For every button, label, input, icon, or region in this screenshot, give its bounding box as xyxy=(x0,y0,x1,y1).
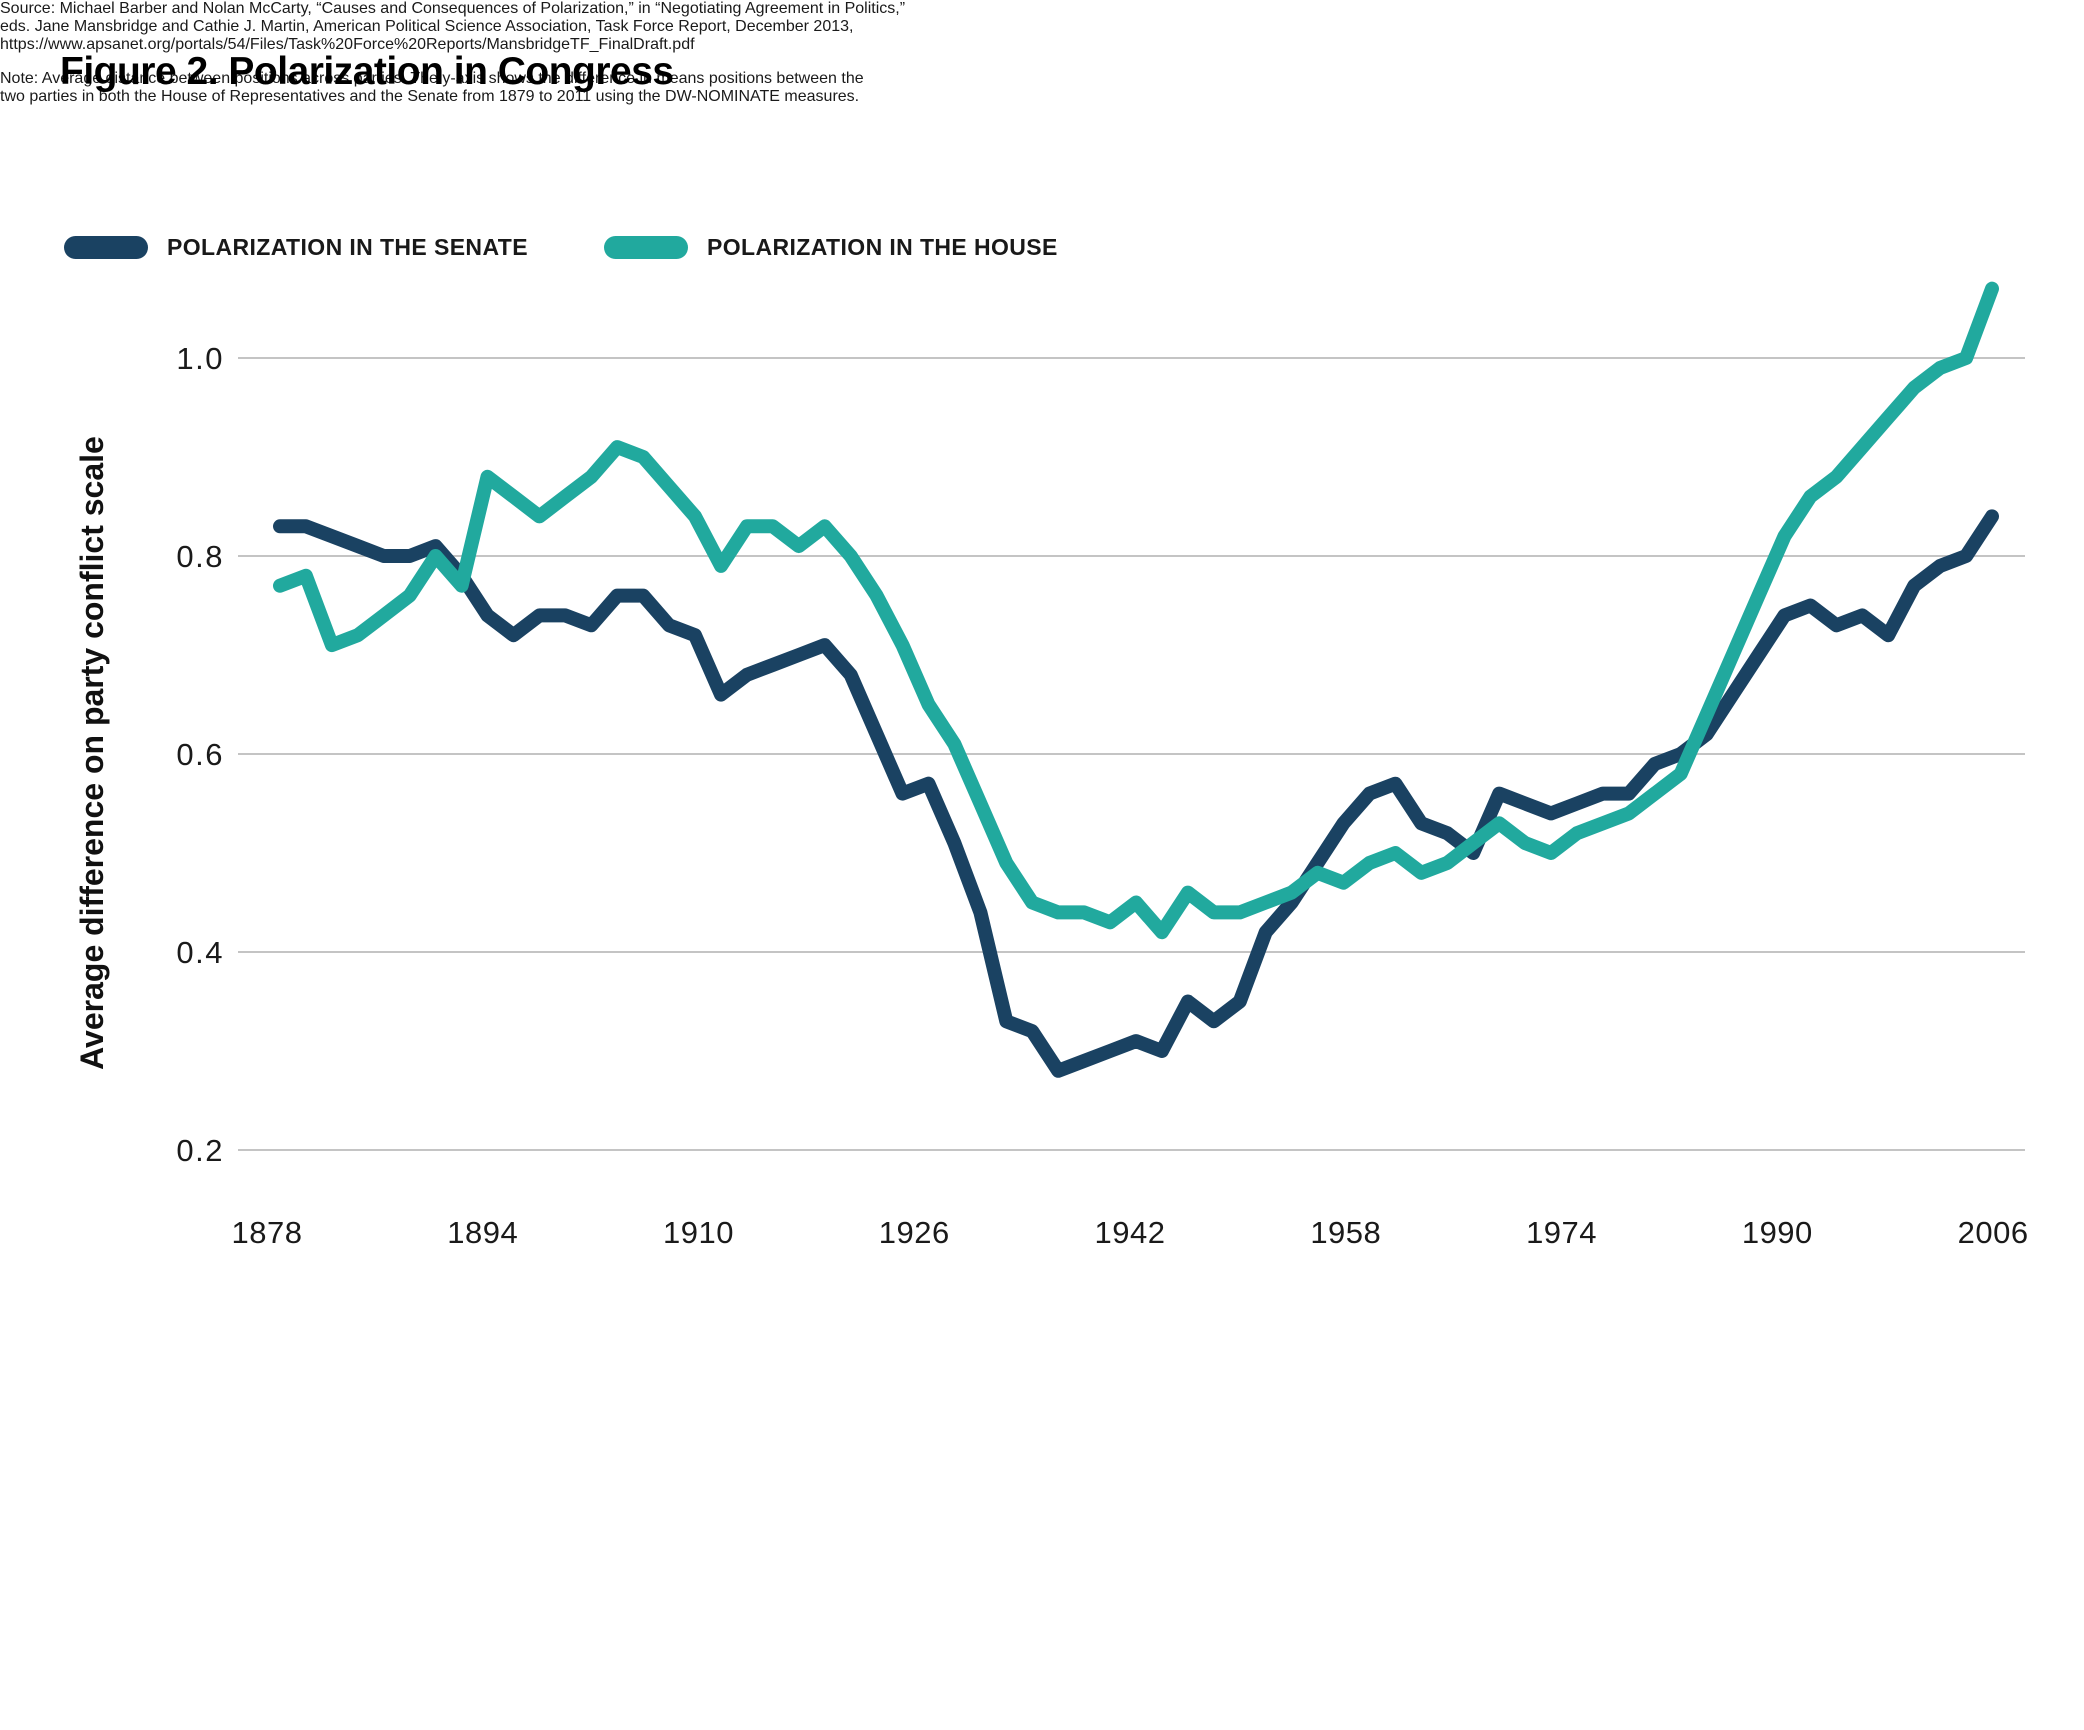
senate-line xyxy=(273,509,1999,1078)
x-tick-label: 1974 xyxy=(1526,1215,1597,1250)
source-line: https://www.apsanet.org/portals/54/Files… xyxy=(0,36,695,53)
x-tick-label: 2006 xyxy=(1958,1215,2029,1250)
house-line-swatch xyxy=(604,236,688,259)
y-tick-label: 0.8 xyxy=(176,539,224,574)
x-tick-label: 1878 xyxy=(232,1215,303,1250)
y-tick-labels: 1.0 0.8 0.6 0.4 0.2 xyxy=(176,341,224,1168)
figure-title: Figure 2. Polarization in Congress xyxy=(60,50,674,93)
note-line: Note: Average distance between positions… xyxy=(0,70,864,87)
legend-label-senate: POLARIZATION IN THE SENATE xyxy=(167,234,528,260)
x-tick-label: 1958 xyxy=(1310,1215,1381,1250)
x-tick-label: 1990 xyxy=(1742,1215,1813,1250)
y-tick-label: 0.2 xyxy=(176,1133,224,1168)
note-line: two parties in both the House of Represe… xyxy=(0,88,860,105)
x-tick-labels: 1878 1894 1910 1926 1942 1958 1974 1990 2006 xyxy=(232,1215,2029,1250)
source-line: eds. Jane Mansbridge and Cathie J. Marti… xyxy=(0,18,854,35)
gridlines xyxy=(238,357,2025,1151)
y-tick-label: 1.0 xyxy=(176,341,224,376)
x-tick-label: 1942 xyxy=(1095,1215,1166,1250)
legend-item-senate: POLARIZATION IN THE SENATE xyxy=(64,234,528,261)
legend-item-house: POLARIZATION IN THE HOUSE xyxy=(604,234,1058,261)
x-tick-label: 1894 xyxy=(447,1215,518,1250)
x-tick-label: 1910 xyxy=(663,1215,734,1250)
x-tick-label: 1926 xyxy=(879,1215,950,1250)
y-tick-label: 0.6 xyxy=(176,737,224,772)
y-tick-label: 0.4 xyxy=(176,935,224,970)
source-line: Source: Michael Barber and Nolan McCarty… xyxy=(0,0,906,17)
senate-line-swatch xyxy=(64,236,148,259)
legend-label-house: POLARIZATION IN THE HOUSE xyxy=(707,234,1058,260)
house-line xyxy=(273,281,1999,940)
